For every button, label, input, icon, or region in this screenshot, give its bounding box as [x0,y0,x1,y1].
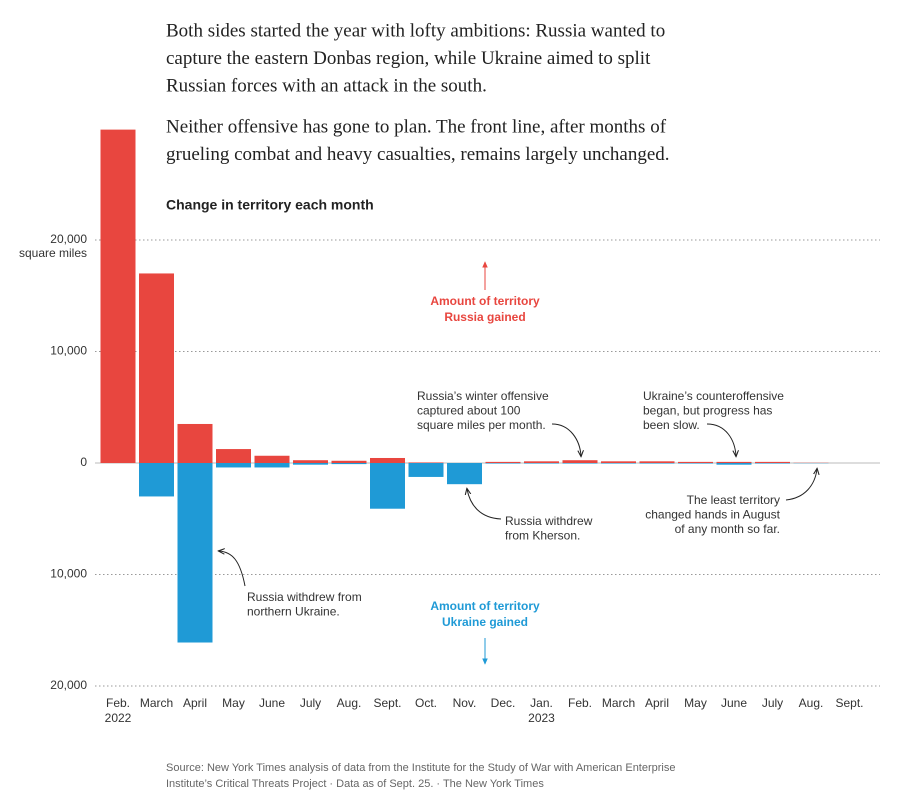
x-tick-label: Oct. [415,696,437,710]
bar [524,461,559,463]
annotation: from Kherson. [505,529,580,543]
source: Source: New York Times analysis of data … [166,762,676,774]
x-tick-label: March [602,696,635,710]
x-tick-label: Sept. [373,696,401,710]
series-label: Ukraine gained [442,615,528,629]
series-label: Amount of territory [430,599,540,613]
annotation: changed hands in August [645,508,780,522]
bar [717,462,752,463]
x-tick-label: May [684,696,707,710]
bar [293,463,328,465]
y-tick-label: 10,000 [50,344,87,358]
x-tick-label: Feb. [568,696,592,710]
bar [409,463,444,477]
series-label: Amount of territory [430,294,540,308]
bar [178,424,213,463]
annotation: northern Ukraine. [247,605,340,619]
x-tick-label: Nov. [453,696,477,710]
intro-text: grueling combat and heavy casualties, re… [166,144,670,165]
bar [101,130,136,463]
source: Institute’s Critical Threats Project · D… [166,778,544,790]
x-year-label: 2023 [528,711,555,725]
y-tick-label: 20,000 [50,678,87,692]
intro-text: Both sides started the year with lofty a… [166,20,665,41]
x-tick-label: June [259,696,285,710]
arrow [786,469,817,500]
bar [601,463,636,464]
x-tick-label: Feb. [106,696,130,710]
annotation: of any month so far. [675,522,780,536]
arrow [467,489,501,519]
bar [255,456,290,463]
x-tick-label: Aug. [799,696,824,710]
bar [139,463,174,496]
bar [563,463,598,464]
bar [678,462,713,463]
bar [409,462,444,463]
bar [332,461,367,463]
series-label: Russia gained [444,310,525,324]
x-tick-label: April [645,696,669,710]
bar [601,461,636,463]
bar [216,449,251,463]
bar [332,463,367,464]
bar [216,463,251,467]
bar [370,458,405,463]
x-tick-label: July [762,696,783,710]
bar [486,463,521,464]
chart-title: Change in territory each month [166,197,374,213]
intro-text: Neither offensive has gone to plan. The … [166,116,667,137]
bar [524,463,559,464]
x-tick-label: Aug. [337,696,362,710]
x-tick-label: Dec. [491,696,516,710]
y-tick-label: 0 [80,455,87,469]
bar [255,463,290,467]
annotation: been slow. [643,418,700,432]
bar [563,460,598,463]
y-unit: square miles [19,246,87,260]
arrow [707,424,736,456]
bar [678,463,713,464]
annotation: Russia withdrew [505,514,593,528]
bar [640,463,675,464]
x-year-label: 2022 [105,711,132,725]
x-tick-label: Jan. [530,696,553,710]
bar [139,273,174,463]
x-tick-label: April [183,696,207,710]
annotation: The least territory [687,493,780,507]
annotation: Russia’s winter offensive [417,389,549,403]
x-tick-label: July [300,696,321,710]
bar [717,463,752,465]
annotation: square miles per month. [417,418,546,432]
y-tick-label: 20,000 [50,232,87,246]
arrow [219,551,245,586]
bar [640,461,675,463]
intro-text: Russian forces with an attack in the sou… [166,75,487,96]
x-tick-label: March [140,696,173,710]
annotation: began, but progress has [643,404,772,418]
bar [755,462,790,463]
annotation: Russia withdrew from [247,590,362,604]
y-tick-label: 10,000 [50,567,87,581]
bar [755,463,790,464]
annotation: Ukraine’s counteroffensive [643,389,784,403]
bar [370,463,405,509]
arrow [552,424,581,456]
bar [447,463,482,484]
bar [178,463,213,643]
bar [293,460,328,463]
annotation: captured about 100 [417,404,521,418]
intro-text: capture the eastern Donbas region, while… [166,48,651,69]
x-tick-label: June [721,696,747,710]
x-tick-label: May [222,696,245,710]
bar [486,462,521,463]
x-tick-label: Sept. [835,696,863,710]
